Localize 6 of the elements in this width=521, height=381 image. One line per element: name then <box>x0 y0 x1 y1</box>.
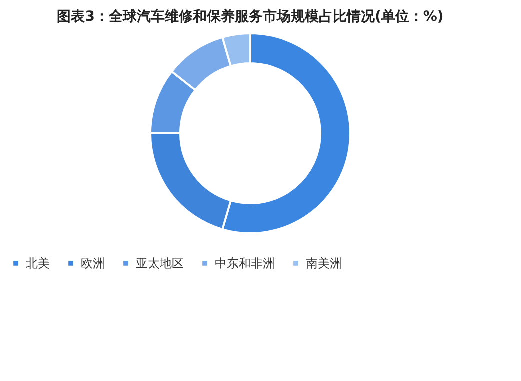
legend-label: 南美洲 <box>306 256 342 270</box>
legend-label: 欧洲 <box>81 256 105 270</box>
chart-title: 图表3：全球汽车维修和保养服务市场规模占比情况(单位：%) <box>57 8 444 25</box>
legend-label: 亚太地区 <box>136 256 184 270</box>
legend-label: 北美 <box>26 256 50 270</box>
legend-label: 中东和非洲 <box>215 256 275 270</box>
